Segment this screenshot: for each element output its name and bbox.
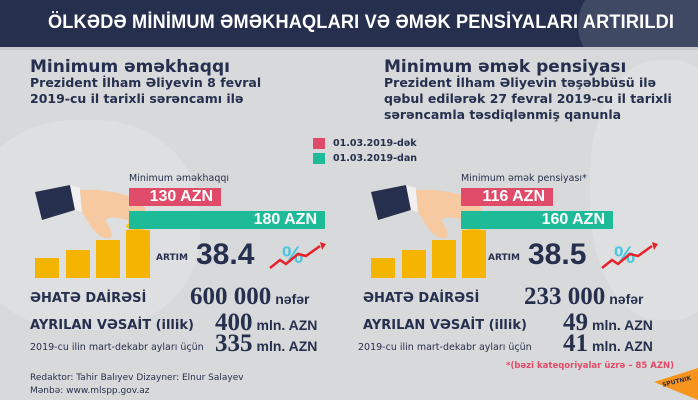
left-period-unit: mln. AZN bbox=[256, 338, 318, 354]
header-banner: ÖLKƏDƏ MİNİMUM ƏMƏKHAQLARI VƏ ƏMƏK PENSİ… bbox=[0, 0, 698, 47]
left-funds-unit: mln. AZN bbox=[256, 317, 318, 333]
left-section-subtitle-line2: 2019-cu il tarixli sərəncamı ilə bbox=[30, 91, 244, 106]
legend-item-after: 01.03.2019-dan bbox=[313, 151, 417, 165]
legend: 01.03.2019-dək 01.03.2019-dan bbox=[313, 136, 417, 166]
legend-item-before: 01.03.2019-dək bbox=[313, 136, 417, 150]
footnote: *(bəzi kateqoriyalar üzrə – 85 AZN) bbox=[506, 361, 674, 371]
right-coverage-value: 233 000 bbox=[524, 283, 606, 310]
left-coverage-label: ƏHATƏ DAİRƏSİ bbox=[30, 291, 147, 306]
right-funds: 49 mln. AZN bbox=[563, 309, 653, 337]
left-funds-label: AYRILAN VƏSAİT (illik) bbox=[30, 318, 194, 333]
right-artim-value: 38.5 bbox=[528, 238, 587, 271]
right-bar-label: Minimum əmək pensiyası* bbox=[461, 173, 587, 184]
legend-label-after: 01.03.2019-dan bbox=[333, 152, 418, 164]
right-funds-value: 49 bbox=[563, 309, 588, 336]
right-section-subtitle-line3: sərəncamla təsdiqlənmiş qanunla bbox=[384, 107, 622, 122]
credits-editor-designer: Redaktor: Tahir Balıyev Dizayner: Elnur … bbox=[30, 373, 244, 383]
right-bar-before: 116 AZN bbox=[461, 188, 553, 206]
legend-label-before: 01.03.2019-dək bbox=[333, 137, 417, 149]
left-section-title: Minimum əməkhaqqı bbox=[30, 57, 230, 77]
left-period-label: 2019-cu ilin mart-dekabr ayları üçün bbox=[30, 342, 204, 353]
legend-swatch-green bbox=[313, 152, 325, 164]
right-funds-unit: mln. AZN bbox=[592, 317, 653, 333]
sputnik-logo: SPUTNIK bbox=[654, 368, 698, 400]
left-coverage-unit: nəfər bbox=[275, 291, 310, 307]
left-bar-label: Minimum əməkhaqqı bbox=[129, 173, 230, 184]
right-period: 41 mln. AZN bbox=[563, 330, 653, 358]
left-artim-value: 38.4 bbox=[196, 238, 255, 271]
left-period-value: 335 bbox=[215, 330, 253, 357]
right-section-subtitle-line1: Prezident İlham Əliyevin təşəbbüsü ilə bbox=[384, 75, 657, 90]
left-bar-before: 130 AZN bbox=[129, 188, 221, 206]
left-funds-value: 400 bbox=[215, 309, 253, 336]
right-period-label: 2019-cu ilin mart-dekabr ayları üçün bbox=[358, 342, 532, 353]
right-section-subtitle-line2: qəbul edilərək 27 fevral 2019-cu il tari… bbox=[384, 91, 672, 106]
right-trend-arrow-icon bbox=[601, 242, 658, 269]
left-coverage-value: 600 000 bbox=[190, 283, 272, 310]
right-period-unit: mln. AZN bbox=[592, 338, 653, 354]
header-ornament bbox=[578, 0, 698, 47]
right-bar-after: 160 AZN bbox=[461, 211, 613, 229]
left-bar-after: 180 AZN bbox=[129, 211, 325, 229]
left-period: 335 mln. AZN bbox=[215, 330, 317, 358]
right-coverage-unit: nəfər bbox=[609, 291, 644, 307]
right-section-title: Minimum əmək pensiyası bbox=[384, 57, 627, 77]
left-artim-label: ARTIM bbox=[156, 253, 188, 263]
left-coverage: 600 000 nəfər bbox=[190, 283, 309, 311]
legend-swatch-red bbox=[313, 137, 325, 149]
right-coverage: 233 000 nəfər bbox=[524, 283, 643, 311]
left-trend-arrow-icon bbox=[269, 242, 326, 269]
background-ornament bbox=[590, 60, 698, 320]
left-section-subtitle-line1: Prezident İlham Əliyevin 8 fevral bbox=[30, 75, 262, 90]
credits: Redaktor: Tahir Balıyev Dizayner: Elnur … bbox=[30, 372, 244, 398]
page-title: ÖLKƏDƏ MİNİMUM ƏMƏKHAQLARI VƏ ƏMƏK PENSİ… bbox=[48, 11, 675, 33]
left-funds: 400 mln. AZN bbox=[215, 309, 317, 337]
right-period-value: 41 bbox=[563, 330, 588, 357]
right-artim-label: ARTIM bbox=[488, 253, 520, 263]
right-coverage-label: ƏHATƏ DAİRƏSİ bbox=[363, 291, 480, 306]
credits-source: Mənbə: www.mlspp.gov.az bbox=[30, 386, 150, 396]
header-divider bbox=[0, 47, 698, 50]
right-funds-label: AYRILAN VƏSAİT (illik) bbox=[363, 318, 527, 333]
